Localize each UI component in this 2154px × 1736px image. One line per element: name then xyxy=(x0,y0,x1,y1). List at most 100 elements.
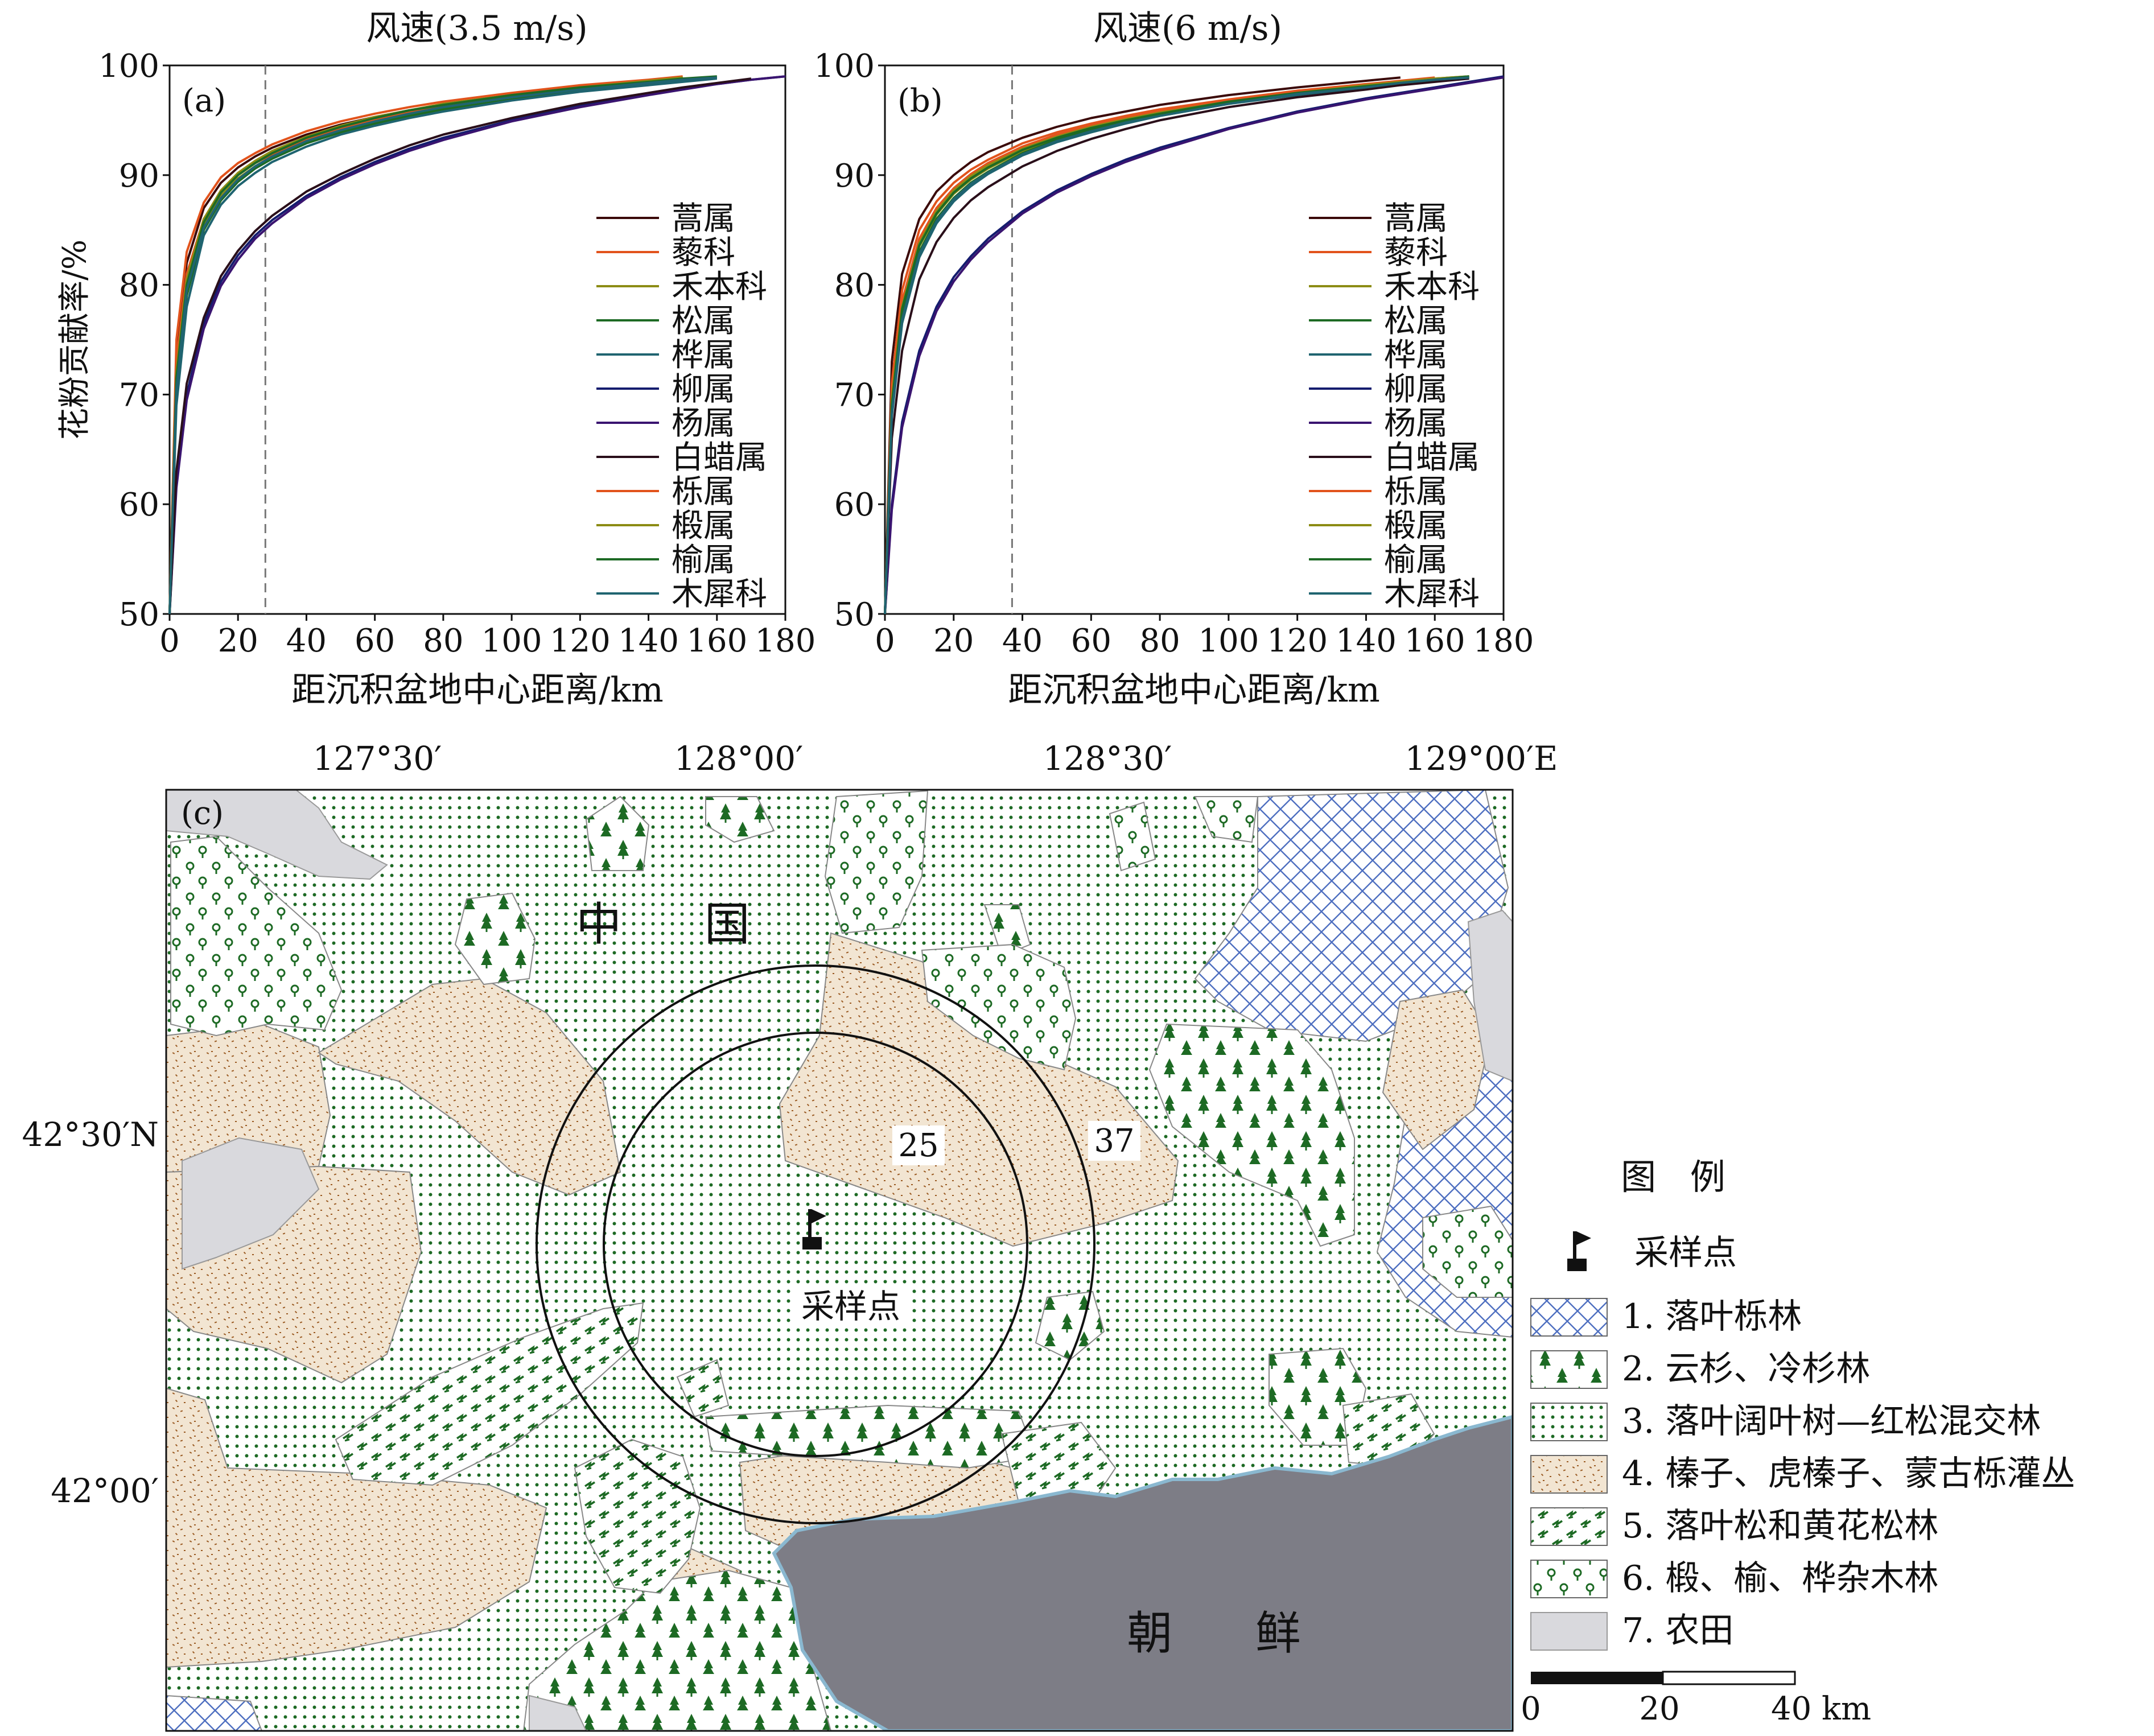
map-zone-farmland xyxy=(166,790,388,880)
map-zone-deciduous xyxy=(1194,796,1259,843)
legend-swatch-deciduous xyxy=(1530,1560,1608,1598)
series-line-7 xyxy=(168,75,786,615)
series-line-12 xyxy=(168,76,717,615)
legend-label-1: 蒿属 xyxy=(1384,200,1448,237)
map-lon-label-2: 128°00′ xyxy=(674,739,804,778)
legend-label-5: 桦属 xyxy=(1384,337,1448,374)
y-tick-label: 60 xyxy=(119,486,159,523)
x-tick-label: 20 xyxy=(218,622,258,659)
legend-label-3: 禾本科 xyxy=(1384,269,1480,306)
legend-label-11: 榆属 xyxy=(672,542,735,579)
map-zone-deciduous xyxy=(1422,1205,1513,1298)
legend-item-site: 采样点 xyxy=(1634,1233,1737,1273)
map-lat-label-1: 42°30′N xyxy=(22,1115,159,1154)
x-tick-label: 140 xyxy=(1336,622,1397,659)
x-tick-label: 40 xyxy=(286,622,327,659)
legend-swatch-mixed xyxy=(1530,1403,1608,1441)
legend-label-7: 杨属 xyxy=(1384,405,1448,442)
chart-a-title: 风速(3.5 m/s) xyxy=(366,9,587,48)
map-zone-deciduous xyxy=(921,943,1077,1071)
legend-swatch-spruce xyxy=(1530,1350,1608,1389)
map-panel-label: (c) xyxy=(181,795,224,832)
x-tick-label: 140 xyxy=(618,622,679,659)
map-legend: 图 例 采样点 1. 落叶栎林 2. 云杉、冷杉林 3. 落叶阔叶树—红松混交林… xyxy=(1521,1156,2075,1727)
map-lon-label-4: 129°00′E xyxy=(1405,739,1558,778)
legend-label-10: 椴属 xyxy=(1384,508,1448,545)
chart-a-frame xyxy=(168,64,786,615)
y-tick-label: 90 xyxy=(119,158,159,195)
map-zone-hazel xyxy=(318,978,621,1196)
map-zone-hazel xyxy=(166,1387,547,1668)
series-line-5 xyxy=(884,76,1469,615)
map-zone-deciduous xyxy=(1109,801,1156,872)
site-label: 采样点 xyxy=(801,1287,900,1326)
chart-a-panel-label: (a) xyxy=(182,83,226,119)
y-tick-label: 100 xyxy=(814,48,875,85)
y-tick-label: 100 xyxy=(98,48,159,85)
x-tick-label: 180 xyxy=(755,622,816,659)
map-zone-spruce xyxy=(983,904,1031,957)
map-panel: 127°30′ 128°00′ 128°30′ 129°00′E 42°30′N… xyxy=(22,739,1558,1732)
legend-item-hazel: 4. 榛子、虎榛子、蒙古栎灌丛 xyxy=(1622,1454,2075,1494)
circle-label-25: 25 xyxy=(898,1127,938,1164)
map-zone-farmland xyxy=(182,1137,320,1270)
x-tick-label: 120 xyxy=(550,622,611,659)
x-tick-label: 160 xyxy=(686,622,747,659)
legend-label-6: 柳属 xyxy=(672,371,735,408)
map-country-china: 中 国 xyxy=(576,898,784,951)
series-line-4 xyxy=(884,75,1469,615)
scale-label-0: 0 xyxy=(1521,1690,1541,1727)
map-zone-oak xyxy=(166,1694,263,1731)
legend-flag-icon xyxy=(1567,1231,1591,1271)
legend-label-2: 藜科 xyxy=(672,234,735,271)
circle-label-25-bg xyxy=(892,1125,945,1165)
series-line-10 xyxy=(884,75,1469,615)
map-zone-spruce xyxy=(522,1569,832,1731)
x-tick-label: 80 xyxy=(423,622,463,659)
map-zone-deciduous xyxy=(824,790,929,934)
legend-swatch-oak xyxy=(1530,1298,1608,1337)
x-tick-label: 160 xyxy=(1405,622,1465,659)
series-line-5 xyxy=(168,77,717,615)
legend-label-8: 白蜡属 xyxy=(672,439,767,476)
legend-title: 图 例 xyxy=(1621,1156,1737,1198)
x-tick-label: 60 xyxy=(355,622,395,659)
map-lon-label-3: 128°30′ xyxy=(1043,739,1172,778)
site-label-bg xyxy=(794,1285,908,1328)
legend-item-larch: 5. 落叶松和黄花松林 xyxy=(1622,1506,1938,1546)
series-line-8 xyxy=(168,77,752,615)
series-line-9 xyxy=(884,77,1435,615)
chart-a-ylabel: 花粉贡献率/% xyxy=(56,240,93,440)
chart-b-xlabel: 距沉积盆地中心距离/km xyxy=(1008,670,1379,710)
legend-label-12: 木犀科 xyxy=(672,576,767,613)
x-tick-label: 40 xyxy=(1002,622,1043,659)
legend-label-7: 杨属 xyxy=(672,405,735,442)
series-line-11 xyxy=(884,75,1469,615)
chart-b-title: 风速(6 m/s) xyxy=(1093,9,1282,48)
circle-label-37: 37 xyxy=(1094,1123,1134,1160)
chart-b-panel-label: (b) xyxy=(897,83,943,119)
map-zone-larch xyxy=(574,1438,701,1594)
map-zone-spruce xyxy=(454,892,536,985)
y-tick-label: 60 xyxy=(834,486,875,523)
x-tick-label: 60 xyxy=(1071,622,1111,659)
map-zone-oak xyxy=(1194,790,1509,1042)
y-tick-label: 70 xyxy=(834,377,875,414)
series-line-8 xyxy=(884,77,1469,615)
map-zone-hazel xyxy=(1382,989,1492,1151)
x-tick-label: 100 xyxy=(1198,622,1259,659)
map-zone-spruce xyxy=(705,1404,1037,1469)
legend-item-spruce: 2. 云杉、冷杉林 xyxy=(1622,1349,1870,1389)
x-tick-label: 180 xyxy=(1473,622,1534,659)
y-tick-label: 50 xyxy=(119,596,159,633)
y-tick-label: 80 xyxy=(834,267,875,304)
y-tick-label: 70 xyxy=(119,377,159,414)
series-line-11 xyxy=(168,75,717,615)
series-line-1 xyxy=(884,76,1401,615)
legend-label-12: 木犀科 xyxy=(1384,576,1480,613)
series-line-12 xyxy=(884,76,1469,615)
legend-swatch-hazel xyxy=(1530,1455,1608,1494)
legend-item-farmland: 7. 农田 xyxy=(1622,1611,1733,1651)
legend-label-3: 禾本科 xyxy=(672,269,767,306)
legend-label-5: 桦属 xyxy=(672,337,735,374)
